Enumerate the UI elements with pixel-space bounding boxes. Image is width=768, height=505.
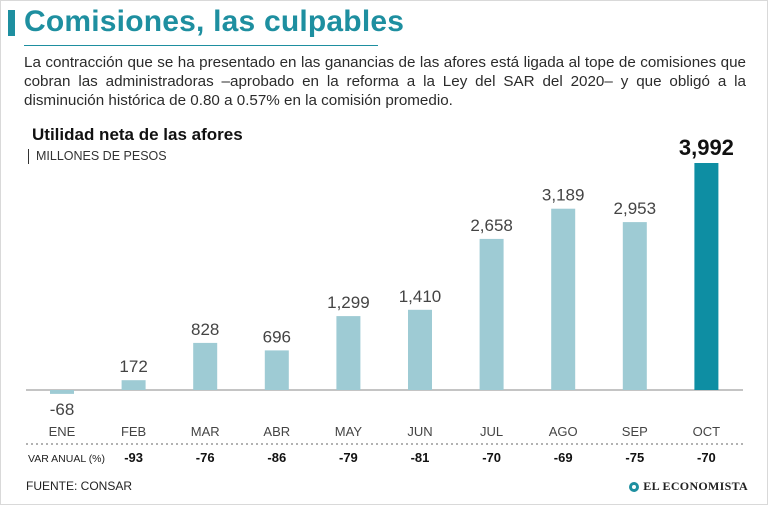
x-tick-label-ago: AGO xyxy=(549,424,578,439)
var-anual-value-jun: -81 xyxy=(411,450,430,465)
data-label-abr: 696 xyxy=(263,327,291,346)
bar-ene xyxy=(50,390,74,394)
x-tick-label-mar: MAR xyxy=(191,424,220,439)
bar-oct xyxy=(694,163,719,390)
data-label-ago: 3,189 xyxy=(542,186,585,205)
data-label-feb: 172 xyxy=(119,357,147,376)
data-label-oct: 3,992 xyxy=(679,135,734,160)
x-tick-label-ene: ENE xyxy=(49,424,76,439)
brand-signature: EL ECONOMISTA xyxy=(629,479,748,494)
var-anual-value-jul: -70 xyxy=(482,450,501,465)
var-anual-value-may: -79 xyxy=(339,450,358,465)
bar-ago xyxy=(551,208,576,390)
bar-feb xyxy=(121,380,146,390)
data-label-may: 1,299 xyxy=(327,293,370,312)
bar-jul xyxy=(479,238,504,390)
x-tick-label-oct: OCT xyxy=(693,424,721,439)
data-label-jun: 1,410 xyxy=(399,287,442,306)
x-tick-label-jul: JUL xyxy=(480,424,503,439)
source-note: FUENTE: CONSAR xyxy=(26,479,133,493)
bar-may xyxy=(336,316,361,390)
data-label-mar: 828 xyxy=(191,320,219,339)
var-anual-value-mar: -76 xyxy=(196,450,215,465)
x-tick-label-may: MAY xyxy=(335,424,363,439)
var-anual-label: VAR ANUAL (%) xyxy=(28,453,105,465)
page-title: Comisiones, las culpables xyxy=(24,5,405,38)
var-anual-value-abr: -86 xyxy=(267,450,286,465)
x-tick-label-jun: JUN xyxy=(407,424,432,439)
x-tick-label-feb: FEB xyxy=(121,424,146,439)
brand-logo-icon xyxy=(629,481,640,492)
data-label-ene: -68 xyxy=(50,400,75,419)
data-label-sep: 2,953 xyxy=(614,199,657,218)
description-text: La contracción que se ha presentado en l… xyxy=(24,54,746,109)
data-label-jul: 2,658 xyxy=(470,216,513,235)
var-anual-value-sep: -75 xyxy=(625,450,644,465)
x-tick-label-abr: ABR xyxy=(263,424,290,439)
chart-title: Utilidad neta de las afores xyxy=(32,125,243,144)
title-accent-bar xyxy=(8,10,15,36)
x-tick-label-sep: SEP xyxy=(622,424,648,439)
var-anual-value-ago: -69 xyxy=(554,450,573,465)
bar-abr xyxy=(264,350,289,390)
bar-sep xyxy=(622,222,647,390)
var-anual-value-feb: -93 xyxy=(124,450,143,465)
bar-jun xyxy=(408,309,432,390)
title-underline xyxy=(24,45,378,46)
var-anual-value-oct: -70 xyxy=(697,450,716,465)
bar-mar xyxy=(193,342,218,390)
chart-subtitle: MILLONES DE PESOS xyxy=(28,149,167,164)
brand-name: EL ECONOMISTA xyxy=(643,479,748,493)
